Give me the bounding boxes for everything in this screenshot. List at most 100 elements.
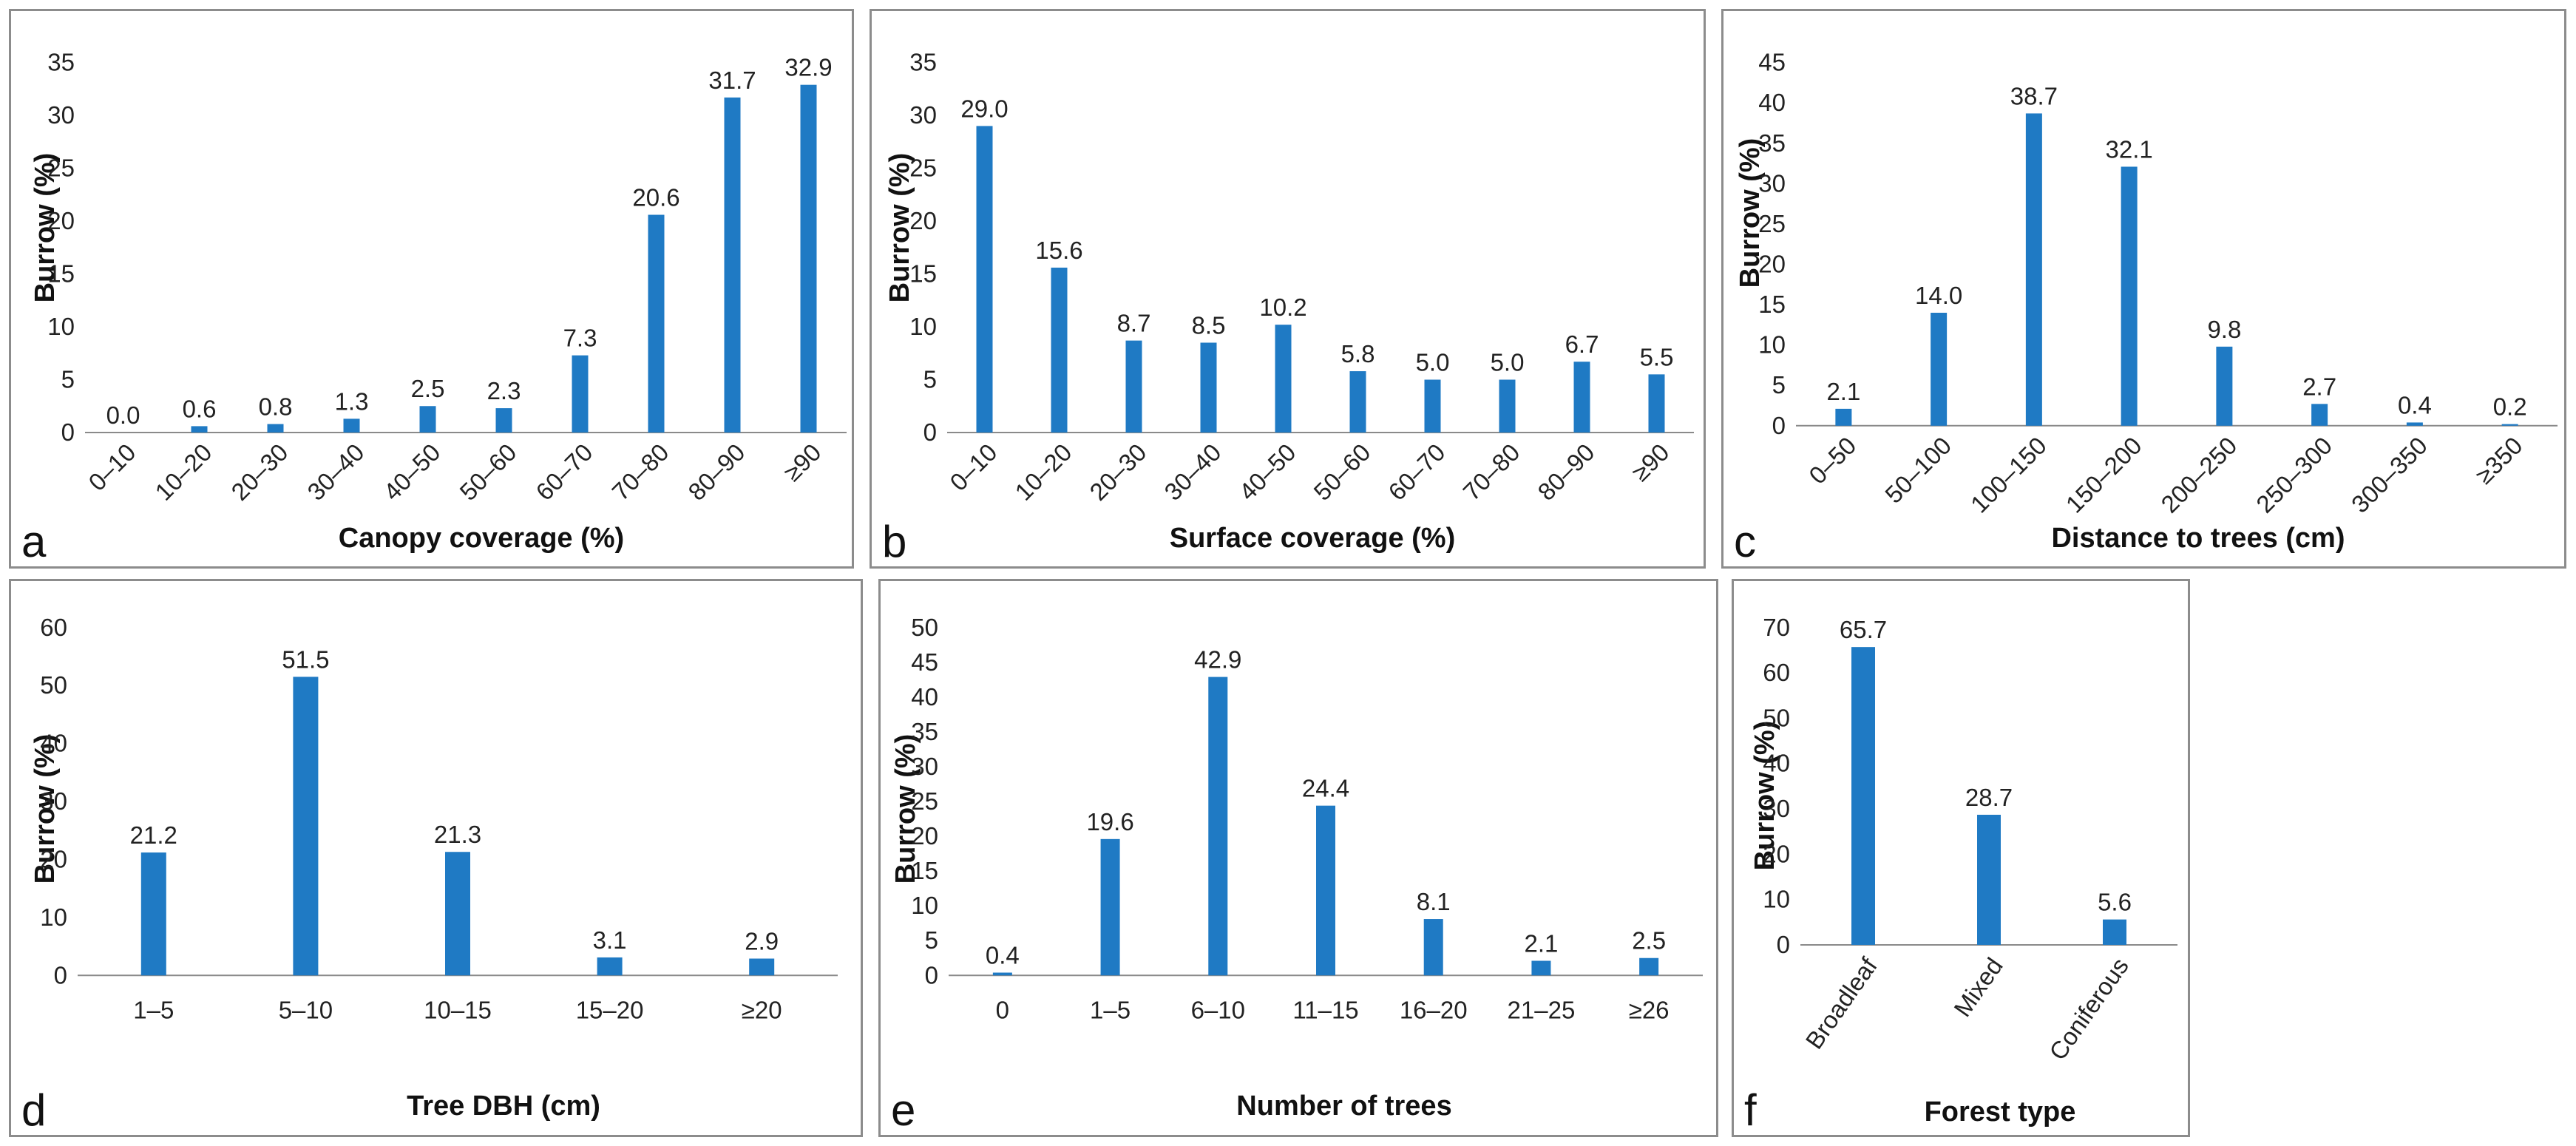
data-label: 2.5	[1632, 927, 1666, 955]
y-tick-label: 30	[911, 753, 938, 780]
bar	[1499, 379, 1516, 433]
y-tick-label: 30	[1763, 795, 1790, 822]
x-axis-label: Surface coverage (%)	[1170, 523, 1456, 554]
y-tick-label: 45	[911, 648, 938, 676]
bar	[1424, 379, 1441, 433]
x-tick-label: ≥90	[779, 438, 827, 486]
x-tick-label: 11–15	[1292, 996, 1358, 1023]
bar	[976, 126, 993, 433]
data-label: 65.7	[1840, 616, 1887, 643]
chart-panel-a: Burrow (%) Canopy coverage (%) a 0 5 10 15 2…	[9, 9, 854, 569]
bar	[293, 677, 319, 976]
data-label: 8.1	[1417, 888, 1451, 915]
bar	[2121, 166, 2138, 426]
bar	[1316, 805, 1335, 976]
data-label: 31.7	[708, 67, 756, 94]
x-tick-label: 6–10	[1191, 996, 1245, 1023]
x-tick-label: 70–80	[1457, 438, 1525, 506]
x-tick-label: 0–10	[83, 438, 140, 496]
bar	[267, 424, 284, 433]
bar	[419, 406, 436, 433]
y-tick-label: 10	[911, 892, 938, 919]
data-label: 19.6	[1086, 808, 1133, 835]
bar	[1051, 267, 1068, 433]
x-tick-label: 15–20	[576, 996, 644, 1023]
x-axis-label: Number of trees	[1236, 1091, 1451, 1122]
y-tick-label: 0	[923, 418, 937, 446]
bar	[1977, 814, 2001, 945]
x-tick-label: Mixed	[1948, 952, 2008, 1021]
y-tick-label: 35	[909, 49, 937, 76]
bar	[1851, 647, 1875, 945]
bar	[648, 214, 665, 433]
bar	[597, 957, 623, 976]
chart-panel-b: Burrow (%) Surface coverage (%) b 0 5 10 15…	[870, 9, 1706, 569]
panel-label: f	[1744, 1085, 1757, 1135]
data-label: 28.7	[1965, 784, 2013, 811]
y-tick-label: 0	[61, 418, 75, 446]
data-label: 21.2	[130, 821, 177, 849]
x-tick-label: ≥26	[1629, 996, 1670, 1023]
bar	[1531, 960, 1551, 976]
y-tick-label: 35	[1758, 129, 1786, 157]
data-label: 20.6	[632, 184, 679, 211]
bar	[1639, 957, 1659, 976]
x-tick-label: 0–10	[944, 438, 1002, 496]
data-label: 14.0	[1915, 282, 1962, 309]
bar	[724, 97, 741, 433]
data-label: 15.6	[1035, 237, 1082, 264]
y-tick-label: 5	[61, 366, 75, 393]
y-tick-label: 15	[909, 260, 937, 288]
y-tick-label: 25	[909, 155, 937, 182]
data-label: 2.1	[1826, 378, 1860, 405]
y-tick-label: 15	[1758, 291, 1786, 318]
panel-label: c	[1734, 517, 1756, 566]
data-label: 5.8	[1341, 340, 1375, 367]
data-label: 10.2	[1259, 294, 1306, 321]
bar	[1835, 408, 1852, 426]
x-tick-label: 70–80	[606, 438, 674, 506]
bar	[1275, 325, 1292, 433]
chart-panel-e: Burrow (%) Number of trees e 0 5 10 15 20 25 3…	[878, 579, 1718, 1137]
x-tick-label: 20–30	[1084, 438, 1151, 506]
y-tick-label: 10	[909, 313, 937, 340]
bar	[2103, 919, 2126, 945]
data-label: 2.1	[1524, 930, 1558, 957]
tree-dbh-chart: Burrow (%) Tree DBH (cm) d 0 10 20 30 40 50 60…	[21, 614, 838, 1135]
y-tick-label: 20	[1763, 840, 1790, 867]
y-tick-label: 30	[1758, 169, 1786, 197]
y-axis-label: Burrow (%)	[30, 734, 61, 884]
y-tick-label: 45	[1758, 49, 1786, 76]
bar	[749, 958, 775, 976]
bar	[191, 426, 208, 433]
y-tick-label: 0	[1772, 412, 1786, 439]
x-tick-label: Coniferous	[2044, 952, 2134, 1065]
data-label: 1.3	[335, 387, 369, 415]
y-tick-label: 10	[47, 313, 75, 340]
data-label: 7.3	[563, 325, 597, 352]
y-tick-label: 15	[911, 857, 938, 884]
bar	[800, 84, 817, 433]
bar	[572, 355, 589, 433]
x-tick-label: 16–20	[1400, 996, 1468, 1023]
bar	[1208, 677, 1228, 976]
x-tick-label: 250–300	[2251, 432, 2337, 518]
y-tick-label: 20	[1758, 251, 1786, 278]
bar	[2501, 424, 2518, 426]
y-tick-label: 0	[925, 961, 938, 989]
x-tick-label: 10–15	[424, 996, 492, 1023]
y-axis-label: Burrow (%)	[30, 153, 61, 303]
x-tick-label: 60–70	[530, 438, 597, 506]
y-tick-label: 25	[1758, 210, 1786, 237]
x-tick-label: 10–20	[149, 438, 217, 506]
y-tick-label: 40	[911, 683, 938, 711]
data-label: 0.6	[183, 395, 217, 422]
x-tick-label: 30–40	[302, 438, 369, 506]
x-tick-label: 80–90	[682, 438, 750, 506]
y-tick-label: 10	[1758, 331, 1786, 359]
bar	[445, 852, 470, 976]
y-tick-label: 20	[909, 207, 937, 234]
panel-label: b	[882, 517, 906, 566]
x-axis-label: Distance to trees (cm)	[2051, 523, 2345, 554]
data-label: 32.9	[784, 54, 832, 81]
